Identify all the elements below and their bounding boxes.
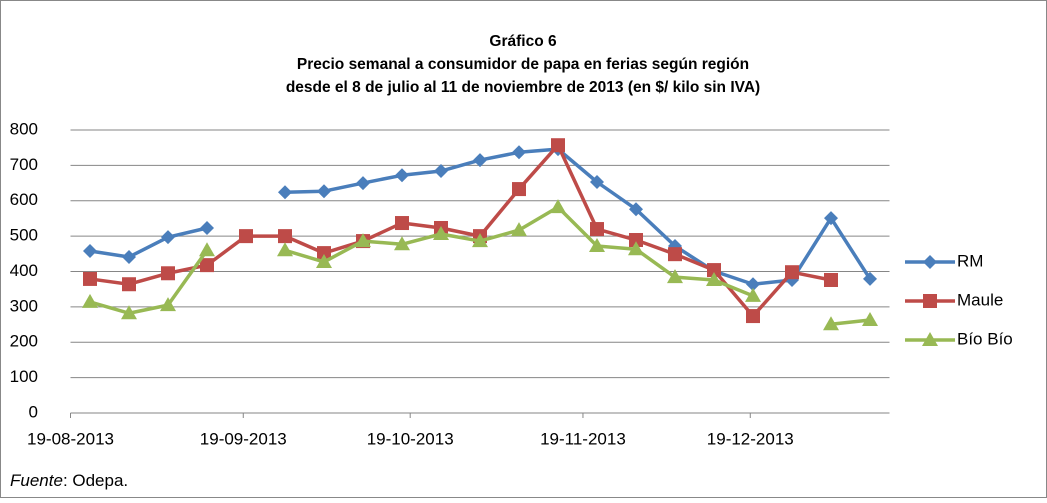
point-marker xyxy=(316,253,332,268)
point-marker xyxy=(395,216,409,231)
point-marker xyxy=(278,229,292,244)
point-marker xyxy=(122,277,136,292)
point-marker xyxy=(434,164,448,179)
point-marker xyxy=(824,272,838,287)
point-marker xyxy=(394,236,410,251)
point-marker xyxy=(317,184,331,199)
y-tick-label: 600 xyxy=(10,190,38,209)
y-tick-label: 200 xyxy=(10,332,38,351)
point-marker xyxy=(356,176,370,191)
point-marker xyxy=(512,145,526,160)
point-marker xyxy=(239,229,253,244)
point-marker xyxy=(161,266,175,281)
series-line xyxy=(89,147,872,286)
point-marker xyxy=(746,277,760,292)
source-text: : Odepa. xyxy=(63,471,128,490)
point-marker xyxy=(83,271,97,286)
point-marker xyxy=(629,233,643,248)
point-marker xyxy=(823,316,839,331)
x-tick-label: 19-08-2013 xyxy=(27,429,114,448)
point-marker xyxy=(161,230,175,245)
source-label: Fuente xyxy=(10,471,63,490)
point-marker xyxy=(589,238,605,253)
point-marker xyxy=(83,243,97,258)
point-marker xyxy=(706,271,722,286)
y-tick-label: 400 xyxy=(10,261,38,280)
x-tick-label: 19-10-2013 xyxy=(367,429,454,448)
point-marker xyxy=(550,199,566,214)
chart-subtitle: Precio semanal a consumidor de papa en f… xyxy=(297,56,749,73)
point-marker xyxy=(590,175,604,190)
point-marker xyxy=(122,249,136,264)
legend-marker xyxy=(923,294,937,308)
point-marker xyxy=(824,211,838,226)
point-marker xyxy=(745,287,761,302)
chart-subtitle: desde el 8 de julio al 11 de noviembre d… xyxy=(286,79,760,96)
point-marker xyxy=(82,293,98,308)
legend-label: Bío Bío xyxy=(957,329,1013,348)
x-tick-label: 19-11-2013 xyxy=(540,429,626,448)
point-marker xyxy=(551,138,565,153)
point-marker xyxy=(160,297,176,312)
point-marker xyxy=(473,153,487,168)
x-tick-label: 19-12-2013 xyxy=(707,429,794,448)
legend-marker xyxy=(923,255,937,269)
y-tick-label: 700 xyxy=(10,155,38,174)
point-marker xyxy=(590,222,604,237)
y-tick-label: 300 xyxy=(10,296,38,315)
point-marker xyxy=(199,242,215,257)
legend-label: RM xyxy=(957,251,983,270)
point-marker xyxy=(629,202,643,217)
x-tick-label: 19-09-2013 xyxy=(200,429,287,448)
y-tick-label: 0 xyxy=(29,402,38,421)
point-marker xyxy=(472,233,488,248)
point-marker xyxy=(433,226,449,241)
point-marker xyxy=(121,305,137,320)
point-marker xyxy=(707,263,721,278)
point-marker xyxy=(668,247,682,262)
y-tick-label: 100 xyxy=(10,367,38,386)
point-marker xyxy=(746,309,760,324)
y-tick-label: 800 xyxy=(10,119,38,138)
point-marker xyxy=(862,311,878,326)
point-marker xyxy=(317,246,331,261)
point-marker xyxy=(277,242,293,257)
legend-label: Maule xyxy=(957,290,1003,309)
point-marker xyxy=(355,233,371,248)
point-marker xyxy=(628,241,644,256)
point-marker xyxy=(511,222,527,237)
legend-marker xyxy=(922,332,938,346)
chart-title: Gráfico 6 xyxy=(489,33,557,50)
point-marker xyxy=(200,258,214,273)
point-marker xyxy=(785,265,799,280)
point-marker xyxy=(863,271,877,286)
point-marker xyxy=(278,185,292,200)
source: Fuente: Odepa. xyxy=(10,471,128,490)
y-tick-label: 500 xyxy=(10,226,38,245)
point-marker xyxy=(667,269,683,284)
point-marker xyxy=(512,182,526,197)
point-marker xyxy=(200,220,214,235)
point-marker xyxy=(395,168,409,183)
